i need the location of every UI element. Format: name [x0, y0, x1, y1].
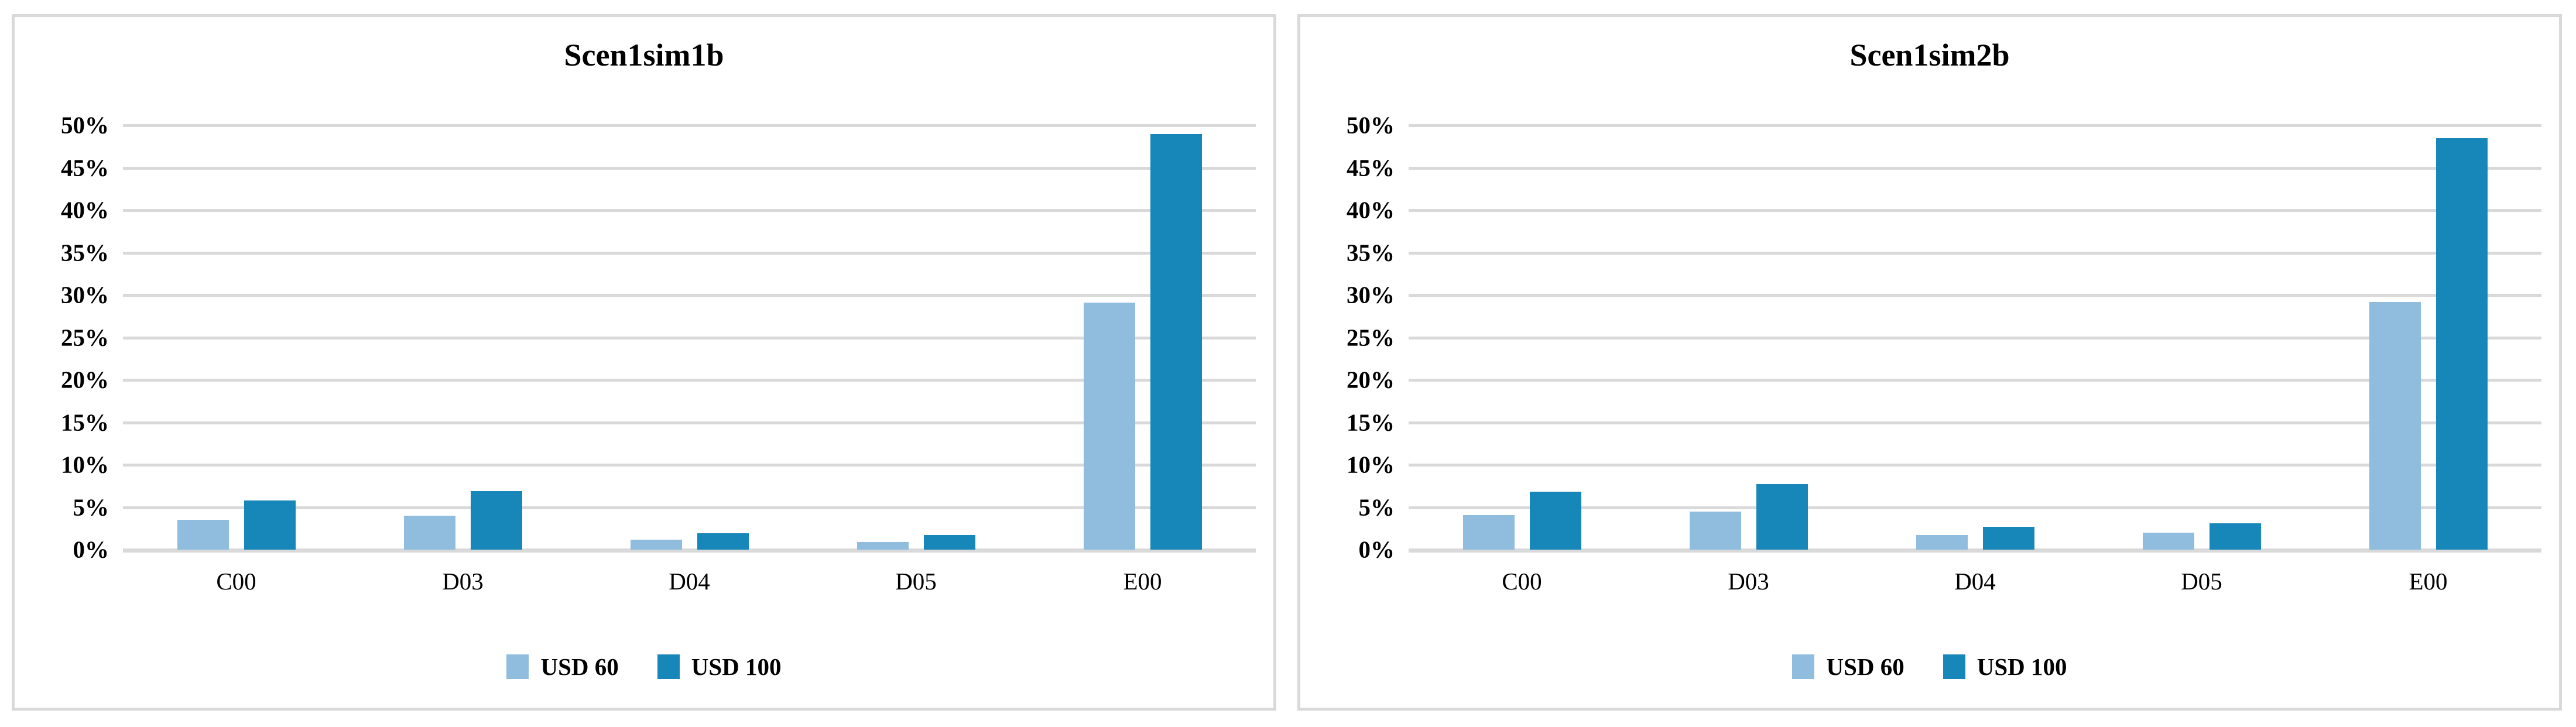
gridline-35%: [123, 251, 1256, 255]
y-tick-label-10%: 10%: [61, 451, 109, 478]
x-category-label-c00: C00: [216, 568, 256, 595]
y-tick-label-25%: 25%: [1347, 324, 1395, 351]
y-tick-label-10%: 10%: [1347, 451, 1395, 478]
gridline-25%: [123, 336, 1256, 340]
bar-usd-60-d05: [857, 541, 909, 550]
gridline-10%: [123, 464, 1256, 467]
bar-usd-100-e00: [2435, 138, 2488, 550]
bar-usd-60-d03: [1689, 511, 1741, 550]
y-tick-label-25%: 25%: [61, 324, 109, 351]
bar-usd-60-d04: [630, 539, 682, 550]
gridline-50%: [123, 124, 1256, 127]
gridline-20%: [123, 379, 1256, 382]
gridline-5%: [123, 506, 1256, 509]
legend-label-usd-100: USD 100: [691, 653, 782, 680]
y-tick-label-35%: 35%: [1347, 239, 1395, 266]
bar-usd-100-d05: [2209, 523, 2261, 550]
bar-usd-100-d03: [470, 491, 522, 550]
gridline-35%: [1409, 251, 2541, 255]
x-axis-baseline: [123, 548, 1256, 553]
bar-usd-60-d05: [2142, 533, 2194, 550]
y-tick-label-40%: 40%: [61, 196, 109, 224]
y-tick-label-20%: 20%: [61, 366, 109, 393]
y-tick-label-20%: 20%: [1347, 366, 1395, 393]
gridline-45%: [1409, 166, 2541, 170]
gridline-15%: [1409, 421, 2541, 424]
y-tick-label-50%: 50%: [61, 111, 109, 139]
gridline-10%: [1409, 464, 2541, 467]
legend-item-usd-100: USD 100: [1943, 653, 2067, 681]
gridline-15%: [123, 421, 1256, 424]
bar-usd-60-e00: [1083, 303, 1135, 550]
x-category-label-d04: D04: [1954, 568, 1996, 595]
x-category-label-d05: D05: [895, 568, 937, 595]
gridline-25%: [1409, 336, 2541, 340]
legend-label-usd-60: USD 60: [540, 653, 619, 680]
y-tick-label-30%: 30%: [61, 281, 109, 308]
gridline-40%: [1409, 209, 2541, 212]
legend-item-usd-60: USD 60: [1792, 653, 1904, 681]
bar-usd-60-d03: [403, 516, 455, 550]
y-tick-label-5%: 5%: [1358, 493, 1395, 520]
y-tick-label-0%: 0%: [73, 536, 109, 563]
legend-label-usd-60: USD 60: [1826, 653, 1904, 680]
legend-swatch-usd-60: [506, 654, 529, 679]
y-tick-label-0%: 0%: [1358, 536, 1395, 563]
x-category-label-c00: C00: [1502, 568, 1542, 595]
gridline-5%: [1409, 506, 2541, 509]
plot-area-right: 0% 5% 10% 15% 20% 25% 30% 35% 40% 45% 50% C00 D03 D04…: [1347, 113, 2541, 594]
legend-right: USD 60 USD 100: [1300, 653, 2559, 681]
y-tick-label-30%: 30%: [1347, 281, 1395, 308]
y-tick-label-35%: 35%: [61, 239, 109, 266]
bar-usd-60-e00: [2369, 301, 2421, 550]
bar-usd-60-c00: [177, 520, 229, 550]
legend-item-usd-100: USD 100: [657, 653, 782, 681]
x-category-label-d03: D03: [442, 568, 484, 595]
bar-usd-100-d03: [1756, 484, 1808, 550]
y-tick-label-5%: 5%: [73, 493, 109, 520]
x-category-label-e00: E00: [1123, 568, 1162, 595]
y-tick-label-15%: 15%: [61, 409, 109, 435]
gridline-30%: [123, 294, 1256, 297]
legend-swatch-usd-100: [1943, 654, 1965, 679]
x-category-label-d05: D05: [2181, 568, 2222, 595]
gridline-40%: [123, 209, 1256, 212]
y-tick-label-45%: 45%: [1347, 154, 1395, 181]
legend-label-usd-100: USD 100: [1976, 653, 2067, 680]
plot-area-left: 0% 5% 10% 15% 20% 25% 30% 35% 40% 45% 50% C00 D03 D04…: [61, 113, 1256, 594]
chart-title-right: Scen1sim2b: [1849, 37, 2010, 73]
bar-usd-100-c00: [1529, 492, 1581, 550]
gridline-50%: [1409, 124, 2541, 127]
left-chart-panel: Scen1sim1b 0% 5% 10% 15% 20% 25% 30% 35% 40% 45% 5…: [12, 14, 1276, 711]
x-axis-baseline: [1409, 548, 2541, 553]
gridline-20%: [1409, 379, 2541, 382]
gridline-45%: [123, 166, 1256, 170]
bar-usd-100-d05: [923, 535, 975, 550]
bar-usd-100-d04: [1982, 526, 2034, 550]
gridline-30%: [1409, 294, 2541, 297]
bar-usd-100-e00: [1150, 133, 1202, 550]
bar-usd-60-d04: [1916, 535, 1968, 550]
right-chart-panel: Scen1sim2b 0% 5% 10% 15% 20% 25% 30% 35% 40% 45% 5…: [1297, 14, 2562, 711]
x-category-label-d04: D04: [669, 568, 710, 595]
x-category-label-e00: E00: [2409, 568, 2448, 595]
chart-title-left: Scen1sim1b: [564, 37, 724, 73]
legend-item-usd-60: USD 60: [506, 653, 619, 681]
y-tick-label-40%: 40%: [1347, 196, 1395, 224]
y-tick-label-45%: 45%: [61, 154, 109, 181]
bar-usd-60-c00: [1462, 515, 1515, 550]
legend-swatch-usd-100: [657, 654, 680, 679]
bar-usd-100-d04: [697, 533, 749, 550]
legend-swatch-usd-60: [1792, 654, 1815, 679]
y-tick-label-50%: 50%: [1347, 111, 1395, 139]
y-tick-label-15%: 15%: [1347, 409, 1395, 435]
legend-left: USD 60 USD 100: [15, 653, 1273, 681]
x-category-label-d03: D03: [1728, 568, 1769, 595]
bar-usd-100-c00: [244, 500, 296, 550]
